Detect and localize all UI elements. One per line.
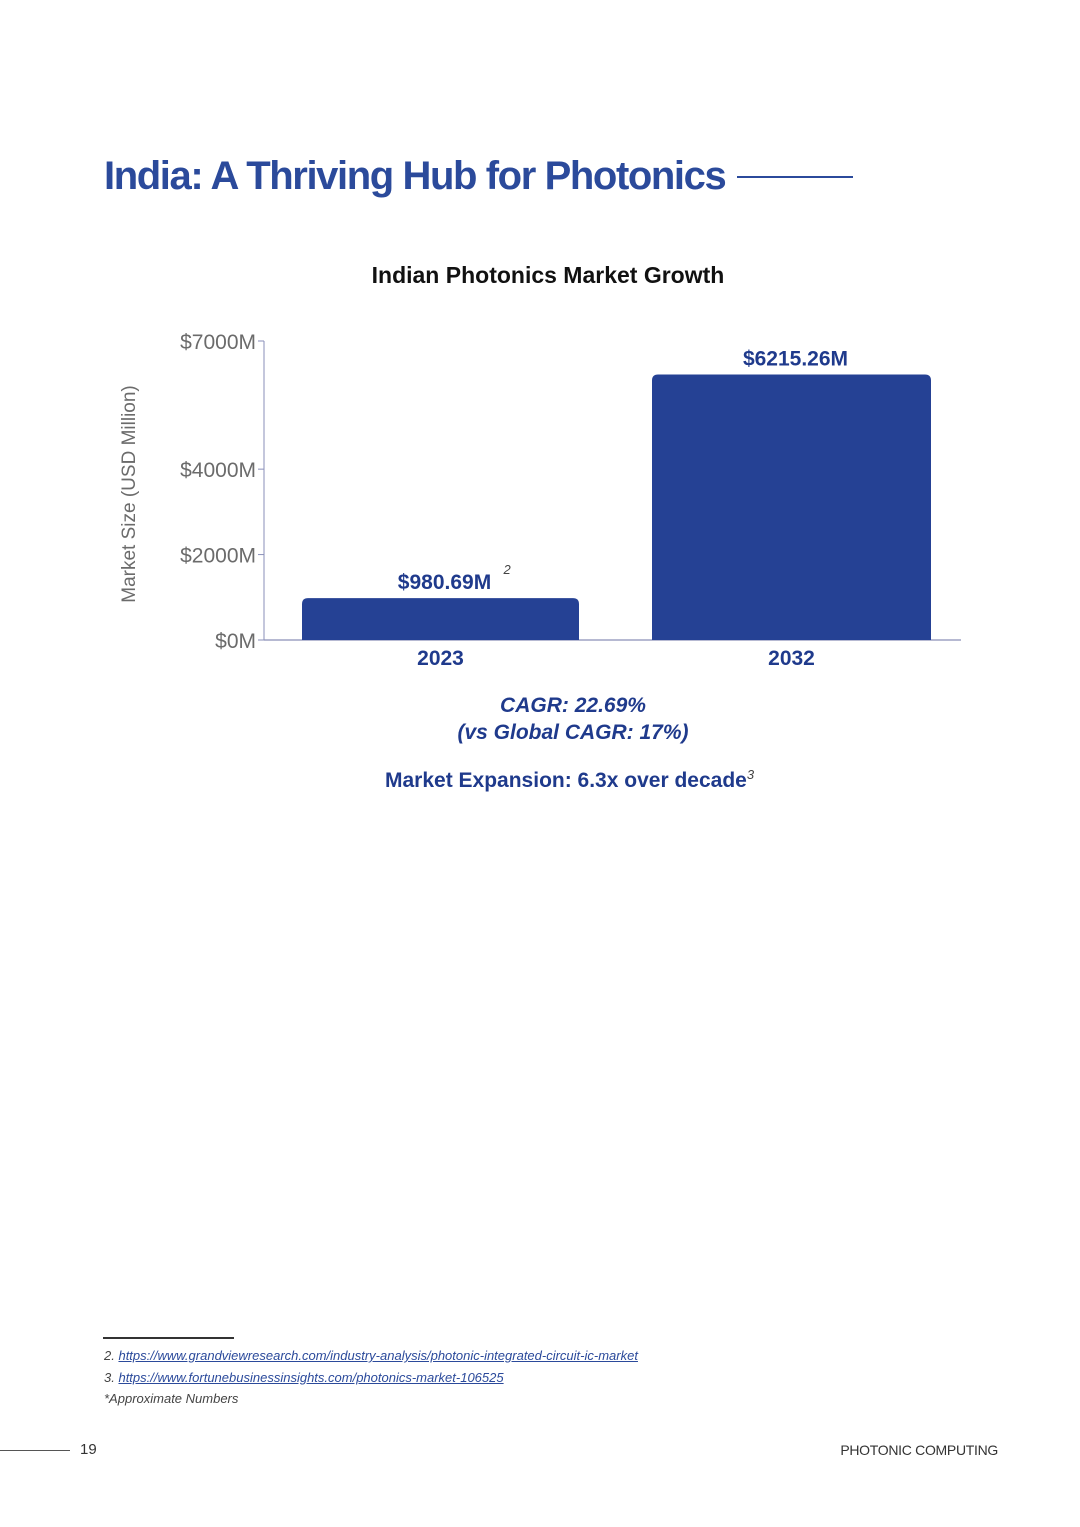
data-label-2032: $6215.26M <box>743 348 848 371</box>
market-expansion-caption: Market Expansion: 6.3x over decade3 <box>385 767 754 793</box>
document-label: PHOTONIC COMPUTING <box>840 1442 998 1458</box>
footnote-number: 3. <box>104 1370 115 1385</box>
approximate-note: *Approximate Numbers <box>104 1391 239 1406</box>
y-tick-label: $4000M <box>180 459 256 482</box>
y-tick-label: $2000M <box>180 545 256 568</box>
footnote-number: 2. <box>104 1348 115 1363</box>
cagr-caption: CAGR: 22.69% <box>500 694 646 717</box>
x-tick-label: 2023 <box>417 647 464 670</box>
footnote-3: 3. https://www.fortunebusinessinsights.c… <box>104 1370 504 1385</box>
footnote-link[interactable]: https://www.fortunebusinessinsights.com/… <box>118 1370 504 1385</box>
data-label-footnote-ref: 2 <box>503 562 512 577</box>
bar-2023 <box>302 598 579 640</box>
y-tick-label: $0M <box>215 630 256 653</box>
page-number: 19 <box>80 1441 97 1458</box>
footnote-2: 2. https://www.grandviewresearch.com/ind… <box>104 1348 638 1363</box>
global-cagr-caption: (vs Global CAGR: 17%) <box>457 721 689 744</box>
y-axis-title: Market Size (USD Million) <box>119 385 140 602</box>
chart-title: Indian Photonics Market Growth <box>371 262 725 288</box>
expansion-text: Market Expansion: 6.3x over decade <box>385 769 747 792</box>
bar-2032 <box>652 374 931 640</box>
footnote-rule <box>103 1337 234 1339</box>
data-label-2023: $980.69M <box>398 571 491 594</box>
footnote-link[interactable]: https://www.grandviewresearch.com/indust… <box>118 1348 638 1363</box>
bar-chart: $0M $2000M $4000M $7000M Market Size (USD Mi… <box>119 331 961 670</box>
footer-rule <box>0 1450 70 1451</box>
x-tick-label: 2032 <box>768 647 815 670</box>
page-title: India: A Thriving Hub for Photonics <box>104 154 727 198</box>
y-tick-label: $7000M <box>180 331 256 354</box>
title-rule <box>737 176 853 178</box>
expansion-footnote-ref: 3 <box>746 767 755 782</box>
